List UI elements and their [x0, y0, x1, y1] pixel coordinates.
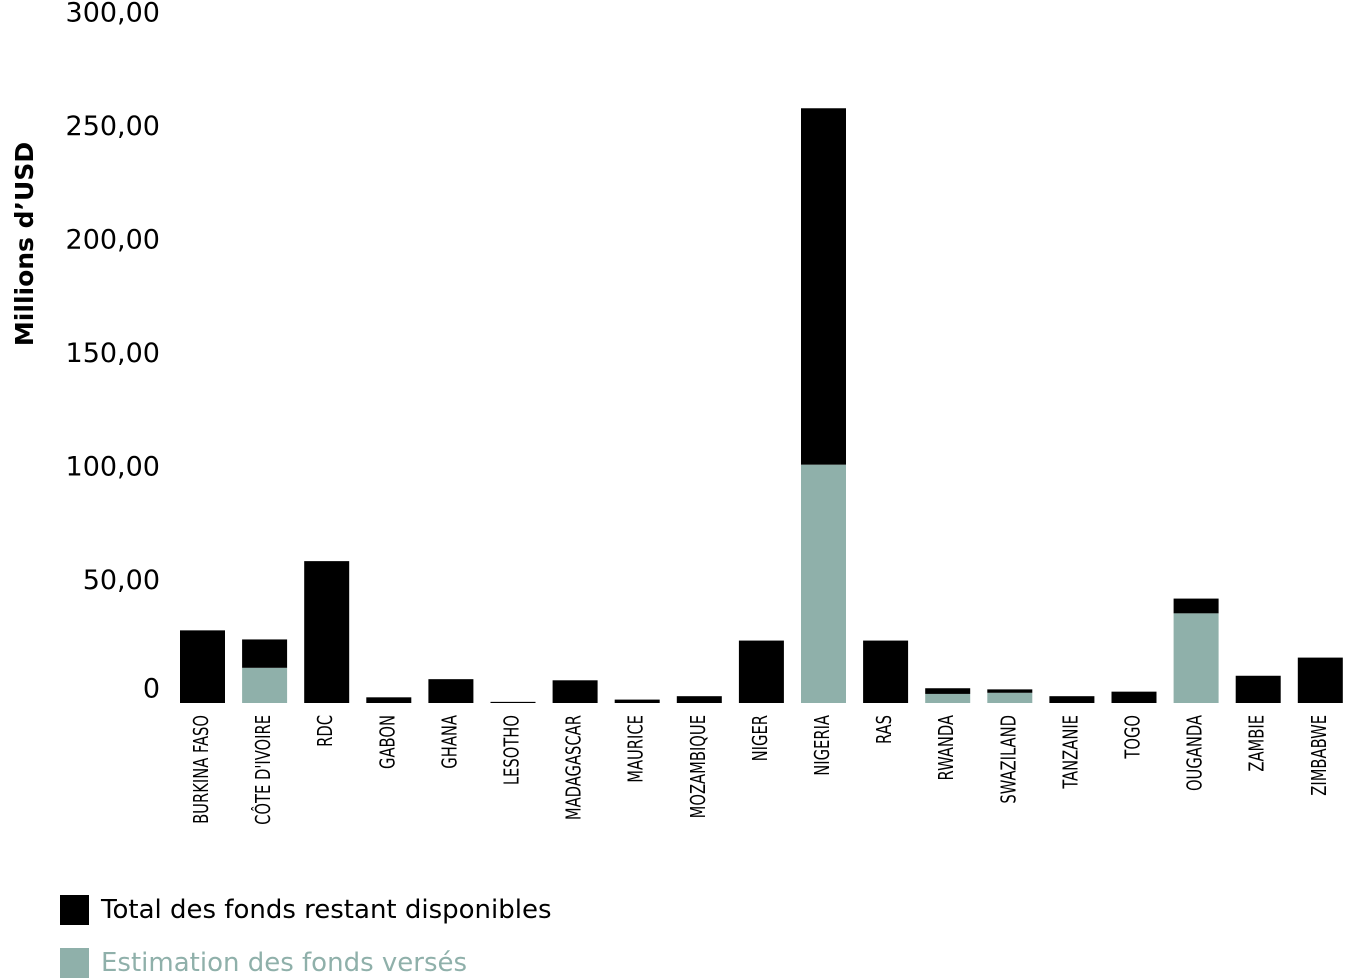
bar-segment	[242, 639, 288, 668]
x-axis-ticks: BURKINA FASO CÔTE D'IVOIRE RDC GABON GHANA LE…	[190, 714, 1331, 825]
bar-segment	[428, 679, 474, 703]
bar-segment	[366, 697, 412, 703]
bar-segment	[304, 561, 350, 703]
bar-segment	[987, 689, 1033, 693]
bar-segment	[1173, 598, 1219, 614]
y-axis-title: Millions d’USD	[10, 142, 39, 346]
bar-segment	[863, 640, 909, 703]
x-tick-label: CÔTE D'IVOIRE	[251, 715, 275, 825]
bar-segment	[925, 688, 971, 694]
bar-segment	[801, 108, 846, 465]
bars	[180, 108, 1343, 703]
x-tick-label: LESOTHO	[501, 715, 524, 785]
legend-label-disbursed: Estimation des fonds versés	[101, 948, 468, 978]
y-tick-label: 100,00	[66, 452, 160, 483]
legend-label-remaining: Total des fonds restant disponibles	[101, 895, 552, 925]
y-axis-ticks: 0 50,00 100,00 150,00 200,00 250,00 300,00	[66, 0, 160, 705]
x-tick-label: TOGO	[1122, 715, 1145, 760]
bar-segment	[1235, 675, 1281, 703]
x-tick-label: RAS	[874, 715, 897, 744]
bar-segment	[1049, 696, 1095, 703]
x-tick-label: NIGERIA	[811, 714, 834, 775]
y-tick-label: 150,00	[66, 338, 160, 369]
bar-segment	[552, 680, 598, 703]
bar-segment	[1173, 613, 1219, 703]
y-tick-label: 200,00	[66, 225, 160, 256]
bar-segment	[180, 630, 225, 703]
x-tick-label: TANZANIE	[1060, 715, 1083, 790]
legend-swatch-remaining	[60, 895, 89, 925]
x-tick-label: MAURICE	[625, 715, 648, 783]
x-tick-label: RWANDA	[936, 714, 959, 780]
bar-segment	[801, 464, 846, 703]
x-tick-label: MADAGASCAR	[563, 715, 586, 820]
bar-segment	[738, 640, 784, 703]
x-tick-label: GABON	[377, 715, 400, 769]
x-tick-label: RDC	[315, 715, 338, 747]
bar-segment	[925, 693, 971, 703]
bar-segment	[614, 699, 660, 703]
y-tick-label: 300,00	[66, 0, 160, 29]
x-tick-label: SWAZILAND	[998, 715, 1021, 804]
x-tick-label: NIGER	[749, 715, 772, 761]
legend-item-disbursed: Estimation des fonds versés	[60, 948, 467, 978]
bar-segment	[1297, 657, 1343, 703]
bar-segment	[676, 696, 722, 703]
legend-item-remaining: Total des fonds restant disponibles	[60, 895, 552, 925]
y-tick-label: 0	[143, 674, 160, 705]
legend-swatch-disbursed	[60, 948, 89, 978]
x-tick-label: ZIMBABWE	[1308, 715, 1331, 796]
y-axis-title-group: Millions d’USD	[10, 142, 39, 346]
x-tick-label: BURKINA FASO	[190, 715, 213, 824]
x-tick-label: OUGANDA	[1184, 714, 1207, 791]
bar-segment	[987, 692, 1033, 703]
x-tick-label: ZAMBIE	[1246, 715, 1269, 772]
x-tick-label: MOZAMBIQUE	[687, 715, 710, 818]
bar-segment	[242, 667, 288, 703]
y-tick-label: 250,00	[66, 111, 160, 142]
x-tick-label: GHANA	[439, 714, 462, 768]
bar-segment	[1111, 691, 1157, 703]
bar-segment	[490, 701, 536, 703]
y-tick-label: 50,00	[83, 565, 160, 596]
stacked-bar-chart: Millions d’USD 0 50,00 100,00 150,00 200,00 2…	[10, 0, 1343, 825]
